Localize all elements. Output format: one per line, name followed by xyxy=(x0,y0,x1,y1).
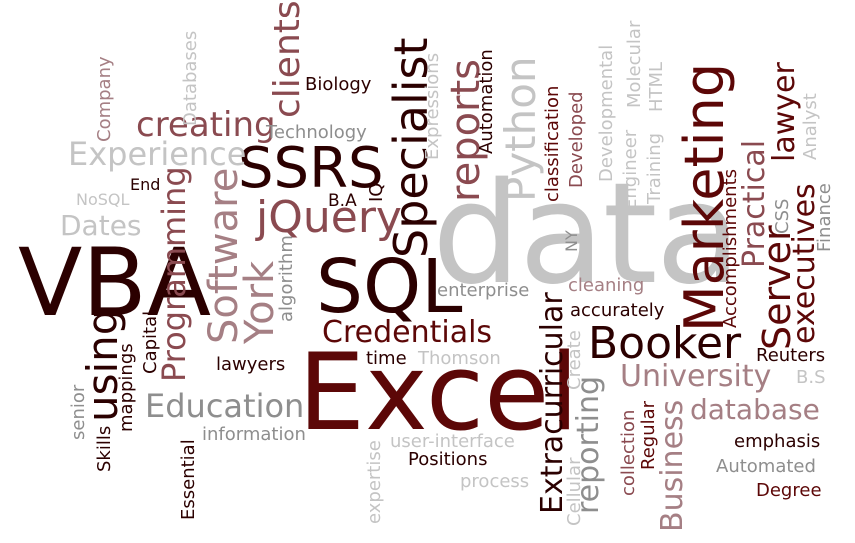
word-degree: Degree xyxy=(756,480,822,501)
word-html: HTML xyxy=(646,61,667,112)
word-developed: Developed xyxy=(566,91,587,188)
word-molecular: Molecular xyxy=(624,20,645,108)
word-clients: clients xyxy=(267,0,308,118)
word-developmental: Developmental xyxy=(596,44,617,182)
word-skills: Skills xyxy=(94,425,115,472)
word-thomson: Thomson xyxy=(418,348,501,369)
word-time: time xyxy=(366,348,407,369)
word-credentials: Credentials xyxy=(322,315,493,350)
word-technology: Technology xyxy=(266,122,367,143)
word-algorithm: algorithm xyxy=(276,235,297,322)
word-emphasis: emphasis xyxy=(734,431,821,452)
word-capital: Capital xyxy=(140,310,161,374)
word-senior: senior xyxy=(68,384,89,440)
word-information: information xyxy=(202,424,306,445)
word-lawyer: lawyer xyxy=(767,62,802,162)
word-expertise: expertise xyxy=(364,440,385,524)
word-bs: B.S xyxy=(796,367,826,388)
word-biology: Biology xyxy=(305,74,372,95)
word-training: Training xyxy=(644,132,665,204)
word-mappings: mappings xyxy=(116,343,137,432)
word-classification: classification xyxy=(542,85,563,202)
word-automation: Automation xyxy=(476,49,497,154)
word-ny: NY xyxy=(562,230,581,252)
word-databases: Databases xyxy=(180,30,201,126)
word-booker: Booker xyxy=(588,318,742,369)
word-jquery: jQuery xyxy=(256,192,402,243)
word-creating: creating xyxy=(136,105,276,145)
word-python: Python xyxy=(496,56,545,202)
word-positions: Positions xyxy=(408,449,488,470)
word-enterprise: enterprise xyxy=(437,280,530,301)
word-engineer: Engineer xyxy=(620,129,641,210)
word-nosql: NoSQL xyxy=(76,190,130,209)
word-accomplishments: Accomplishments xyxy=(720,168,741,328)
word-iq: IQ xyxy=(366,182,387,202)
word-sql: SQL xyxy=(316,244,463,330)
word-excel: Excel xyxy=(298,331,579,454)
word-essential: Essential xyxy=(178,439,199,520)
word-ssrs: SSRS xyxy=(238,136,384,201)
word-process: process xyxy=(460,471,530,492)
word-database: database xyxy=(690,393,820,426)
word-company: Company xyxy=(94,56,115,142)
word-data: data xyxy=(432,153,741,316)
word-accurately: accurately xyxy=(570,300,665,321)
word-cleaning: cleaning xyxy=(568,275,645,296)
word-ba: B.A xyxy=(328,191,357,211)
word-finance: Finance xyxy=(814,183,835,252)
word-css: CSS xyxy=(772,198,793,234)
word-cellular: Cellular xyxy=(564,457,585,526)
word-education: Education xyxy=(145,387,305,425)
word-reuters: Reuters xyxy=(756,345,826,366)
word-practical: Practical xyxy=(737,139,772,268)
word-lawyers: lawyers xyxy=(216,354,286,375)
word-user-interface: user-interface xyxy=(390,431,515,452)
word-end: End xyxy=(130,175,161,194)
word-create: Create xyxy=(564,330,585,390)
word-collection: collection xyxy=(618,409,639,496)
word-business: Business xyxy=(655,399,690,532)
word-regular: Regular xyxy=(638,400,659,470)
word-university: University xyxy=(620,359,772,394)
word-york: York xyxy=(237,260,283,344)
word-dates: Dates xyxy=(60,209,142,242)
word-automated: Automated xyxy=(716,456,816,477)
word-vba: VBA xyxy=(18,229,212,338)
word-experience: Experience xyxy=(68,135,247,173)
word-programming: Programming xyxy=(155,166,193,382)
word-expressions: Expressions xyxy=(422,52,443,160)
word-analyst: Analyst xyxy=(800,93,821,160)
